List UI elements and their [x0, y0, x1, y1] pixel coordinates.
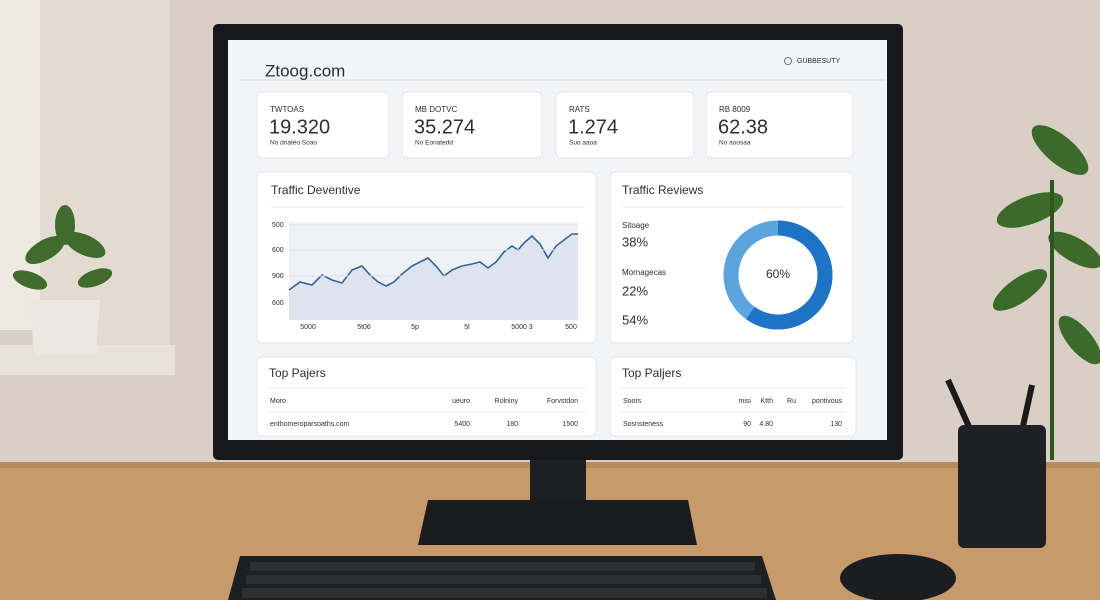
x-axis-label: 500: [565, 324, 577, 331]
plant-left: [12, 205, 113, 290]
column-header: misi: [739, 398, 752, 405]
x-axis-label: 5l: [464, 324, 470, 331]
column-header: ueuro: [452, 398, 470, 405]
kpi-label: TWTOAS: [270, 105, 304, 114]
kpi-value: 19.320: [269, 116, 330, 138]
x-axis-label: 5000 3: [511, 324, 533, 331]
monitor-base: [418, 500, 697, 545]
site-name: Ztoog.com: [265, 61, 345, 80]
account-icon: [784, 57, 792, 65]
kpi-card: [555, 91, 695, 159]
column-header: Rolniny: [495, 398, 519, 405]
kpi-card: [256, 91, 390, 159]
plant-pot: [30, 300, 100, 355]
column-header: pontivous: [812, 398, 842, 405]
table-title: Top Paljers: [622, 366, 681, 380]
column-header: Soors: [623, 398, 642, 405]
mouse: [840, 554, 956, 600]
y-axis-label: 600: [272, 300, 284, 307]
kpi-note: Suo aaoa: [569, 140, 597, 147]
legend-value: 38%: [622, 234, 648, 249]
table-panel: [256, 356, 597, 437]
kpi-note: No Eonatedd: [415, 140, 453, 147]
kpi-note: No dnatéo Soao: [270, 140, 317, 147]
trend-area: [289, 234, 578, 320]
keyboard-keys: [242, 562, 767, 598]
table-cell: 130: [830, 421, 842, 428]
table-cell: Sosnsteness: [623, 421, 664, 428]
plant-right: [992, 125, 1100, 460]
y-axis-label: 500: [272, 222, 284, 229]
column-header: Moro: [270, 398, 286, 405]
table-cell: enthomeroparsoaths.com: [270, 421, 350, 428]
dashboard: Ztoog.com GUBBESUTY Traffic Deventive 50…: [240, 57, 885, 437]
legend-value: 22%: [622, 283, 648, 298]
x-axis-label: 5t06: [357, 324, 371, 331]
table-cell: 5400: [454, 421, 470, 428]
table-cell: 180: [506, 421, 518, 428]
y-axis-label: 900: [272, 273, 284, 280]
x-axis-label: 5000: [300, 324, 316, 331]
kpi-card: [705, 91, 854, 159]
kpi-label: RATS: [569, 105, 590, 114]
pen-cup: [958, 425, 1046, 548]
column-header: Ru: [787, 398, 796, 405]
donut-segment: [745, 220, 833, 330]
panel-title: Traffic Reviews: [622, 183, 703, 197]
kpi-label: RB 8009: [719, 105, 751, 114]
kpi-label: MB DOTVC: [415, 105, 457, 114]
x-axis-label: 5p: [411, 324, 419, 331]
kpi-value: 35.274: [414, 116, 475, 138]
legend-label: Sitoage: [622, 221, 650, 230]
panel-title: Traffic Deventive: [271, 183, 361, 197]
legend-label: Mornagecas: [622, 268, 666, 277]
kpi-value: 1.274: [568, 116, 618, 138]
column-header: Ktth: [761, 398, 774, 405]
table-cell: 1500: [562, 421, 578, 428]
table-cell: 90: [743, 421, 751, 428]
donut-label: 60%: [766, 267, 790, 281]
y-axis-label: 600: [272, 247, 284, 254]
column-header: Forvstdon: [547, 398, 578, 405]
table-cell: 4.80: [759, 421, 773, 428]
monitor-neck: [530, 455, 586, 505]
kpi-value: 62.38: [718, 116, 768, 138]
table-panel: [609, 356, 857, 437]
account-name: GUBBESUTY: [797, 58, 841, 65]
kpi-card: [401, 91, 543, 159]
kpi-note: No aoosaa: [719, 140, 751, 147]
legend-value: 54%: [622, 312, 648, 327]
table-title: Top Pajers: [269, 366, 326, 380]
